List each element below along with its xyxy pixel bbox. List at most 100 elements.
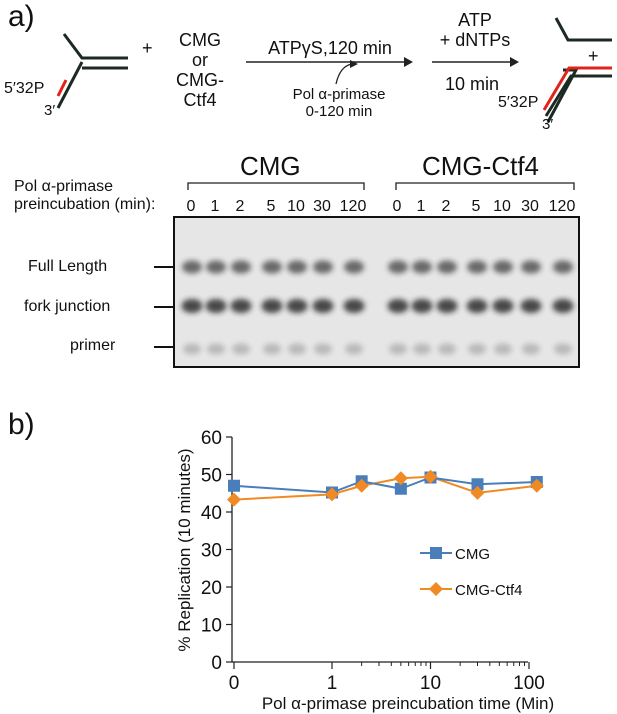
gel-lane-label: 0 (186, 198, 196, 215)
gel-band (230, 299, 252, 313)
y-tick-label: 0 (211, 653, 222, 674)
gel-band (494, 343, 512, 355)
substrate-5p-label: 5′32P (4, 80, 45, 97)
y-tick-label: 50 (201, 466, 222, 487)
protein-options: CMG or CMG-Ctf4 (160, 30, 240, 110)
gel-lane-label: 1 (416, 198, 426, 215)
gel-band (413, 343, 431, 355)
gel-lane-label: 2 (235, 198, 245, 215)
ctf4-data-point (423, 469, 438, 484)
gel-group-label-cmg: CMG (240, 151, 301, 181)
cmg-data-point (430, 547, 442, 559)
gel-lane-label: 0 (392, 198, 402, 215)
x-tick-label: 100 (513, 673, 545, 694)
gel-lane-label: 5 (471, 198, 481, 215)
x-tick-label: 1 (327, 673, 338, 694)
gel-band (231, 260, 251, 274)
band-label-fork-junction: fork junction (24, 298, 111, 315)
gel-image (173, 216, 580, 368)
ctf4-data-point (354, 478, 369, 493)
cmg-data-point (394, 482, 407, 495)
legend-label: CMG (455, 546, 490, 563)
reaction-arrow-2-icon (432, 57, 519, 67)
band-label-full-length: Full Length (28, 258, 108, 275)
labeled-strand-icon (56, 79, 68, 97)
step1-addition-line2: 0-120 min (305, 103, 373, 120)
ctf4-data-point (227, 492, 241, 507)
gel-band (181, 299, 203, 313)
plus-sign: + (142, 38, 153, 58)
product-duplex-icon (542, 17, 612, 123)
gel-band (388, 260, 408, 274)
gel-band (206, 260, 226, 274)
cmg-data-point (471, 478, 484, 491)
reaction-arrow-1-icon (246, 57, 413, 85)
gel-lane-label: 120 (548, 198, 576, 215)
product-3p-label: 3′ (542, 116, 554, 133)
y-axis-title: % Replication (10 minutes) (175, 448, 194, 651)
gel-lane-label: 10 (287, 198, 305, 215)
ctf4-data-point (429, 582, 443, 596)
gel-band (182, 260, 202, 274)
gel-lane-label: 30 (313, 198, 331, 215)
gel-band (389, 343, 407, 355)
y-tick-label: 20 (201, 578, 222, 599)
gel-band (183, 343, 201, 355)
step1-condition: ATPγS,120 min (268, 38, 392, 58)
gel-band (286, 299, 308, 313)
y-tick-label: 60 (201, 428, 222, 449)
ctf4-data-point (470, 485, 485, 500)
gel-band (312, 299, 334, 313)
gel-band (520, 299, 542, 313)
gel-band (522, 343, 540, 355)
gel-band (261, 299, 283, 313)
gel-band (262, 260, 282, 274)
gel-lane-label: 2 (441, 198, 451, 215)
ctf4-data-point (393, 471, 408, 486)
legend-label: CMG-Ctf4 (455, 582, 523, 599)
gel-lane-label: 30 (521, 198, 539, 215)
gel-row-header-line2: preincubation (min): (14, 196, 156, 213)
gel-band (553, 260, 573, 274)
gel-band (207, 343, 225, 355)
gel-band (554, 343, 572, 355)
gel-lane-label: 1 (210, 198, 220, 215)
cmg-data-point (228, 479, 240, 492)
gel-bands (181, 260, 574, 355)
fork-substrate-icon (56, 33, 128, 109)
panel-a-label: a) (8, 0, 35, 33)
gel-band (287, 260, 307, 274)
ctf4-data-point (529, 478, 544, 493)
product-plus-sign: + (588, 46, 599, 66)
gel-band (521, 260, 541, 274)
gel-band (552, 299, 574, 313)
gel-band (232, 343, 250, 355)
gel-band (411, 299, 433, 313)
product-5p-label: 5′32P (498, 94, 539, 111)
protein-option-cmg: CMG (179, 30, 221, 50)
band-label-primer: primer (70, 337, 116, 354)
x-tick-label: 0 (229, 673, 240, 694)
ctf4-data-point (325, 487, 339, 502)
gel-band (205, 299, 227, 313)
substrate-3p-label: 3′ (44, 102, 56, 119)
gel-lane-label: 120 (339, 198, 367, 215)
gel-band (412, 260, 432, 274)
gel-row-header: Pol α-primase preincubation (min): (14, 178, 155, 214)
step2-addition-line1: ATP (458, 10, 492, 30)
gel-row-header-line1: Pol α-primase (14, 178, 114, 195)
gel-lane-label: 10 (493, 198, 511, 215)
gel-band (468, 343, 486, 355)
gel-band (466, 299, 488, 313)
gel-band (437, 260, 457, 274)
gel-band (492, 299, 514, 313)
gel-band (467, 260, 487, 274)
gel-band (263, 343, 281, 355)
gel-band (343, 299, 365, 313)
gel-band (387, 299, 409, 313)
panel-b-label: b) (8, 408, 35, 441)
